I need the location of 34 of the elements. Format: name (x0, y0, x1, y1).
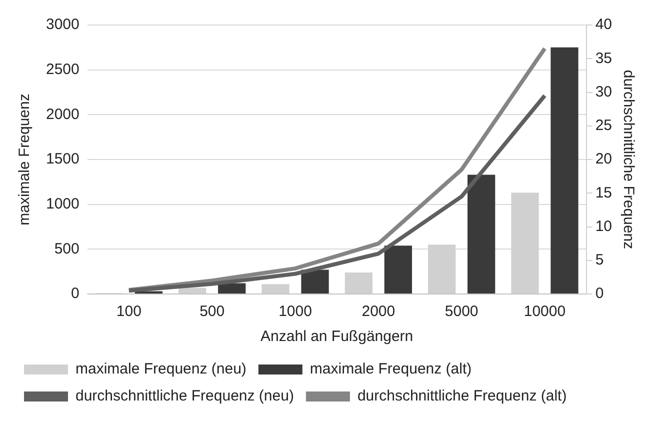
bar (468, 174, 496, 294)
y-tick-label: 1000 (46, 195, 80, 212)
y-tick-label: 1500 (46, 150, 80, 168)
y2-tick-label: 10 (595, 218, 612, 235)
x-axis-title: Anzahl an Fußgängern (260, 328, 414, 346)
y2-tick-label: 25 (595, 117, 612, 134)
x-tick-label: 1000 (278, 303, 312, 320)
y-tick-label: 0 (71, 285, 80, 302)
y-tick-label: 2500 (46, 60, 80, 78)
y-tick-label: 2000 (46, 106, 80, 123)
y2-tick-label: 5 (595, 252, 604, 269)
y2-tick-label: 30 (595, 83, 612, 100)
y2-tick-label: 15 (595, 184, 612, 202)
y2-tick-label: 35 (595, 50, 612, 67)
y-tick-label: 500 (54, 240, 80, 258)
legend-label: durchschnittliche Frequenz (alt) (357, 388, 567, 405)
bar (218, 283, 246, 294)
y2-axis-title: durchschnittliche Frequenz (620, 70, 637, 250)
y-axis-title: maximale Frequenz (16, 94, 34, 226)
x-tick-label: 10000 (524, 303, 566, 320)
bar (384, 246, 412, 294)
x-tick-label: 100 (116, 303, 142, 320)
legend-label: maximale Frequenz (alt) (310, 360, 472, 378)
x-tick-label: 2000 (362, 303, 396, 320)
x-tick-label: 5000 (444, 303, 478, 320)
y2-tick-label: 40 (595, 16, 612, 34)
legend-label: maximale Frequenz (neu) (76, 360, 246, 378)
y-tick-label: 3000 (46, 16, 80, 34)
y2-tick-label: 20 (595, 150, 612, 168)
bar (550, 47, 578, 294)
x-tick-label: 500 (200, 303, 225, 320)
y2-tick-label: 0 (595, 285, 604, 302)
legend-label: durchschnittliche Frequenz (neu) (76, 388, 294, 405)
bar (301, 270, 329, 294)
